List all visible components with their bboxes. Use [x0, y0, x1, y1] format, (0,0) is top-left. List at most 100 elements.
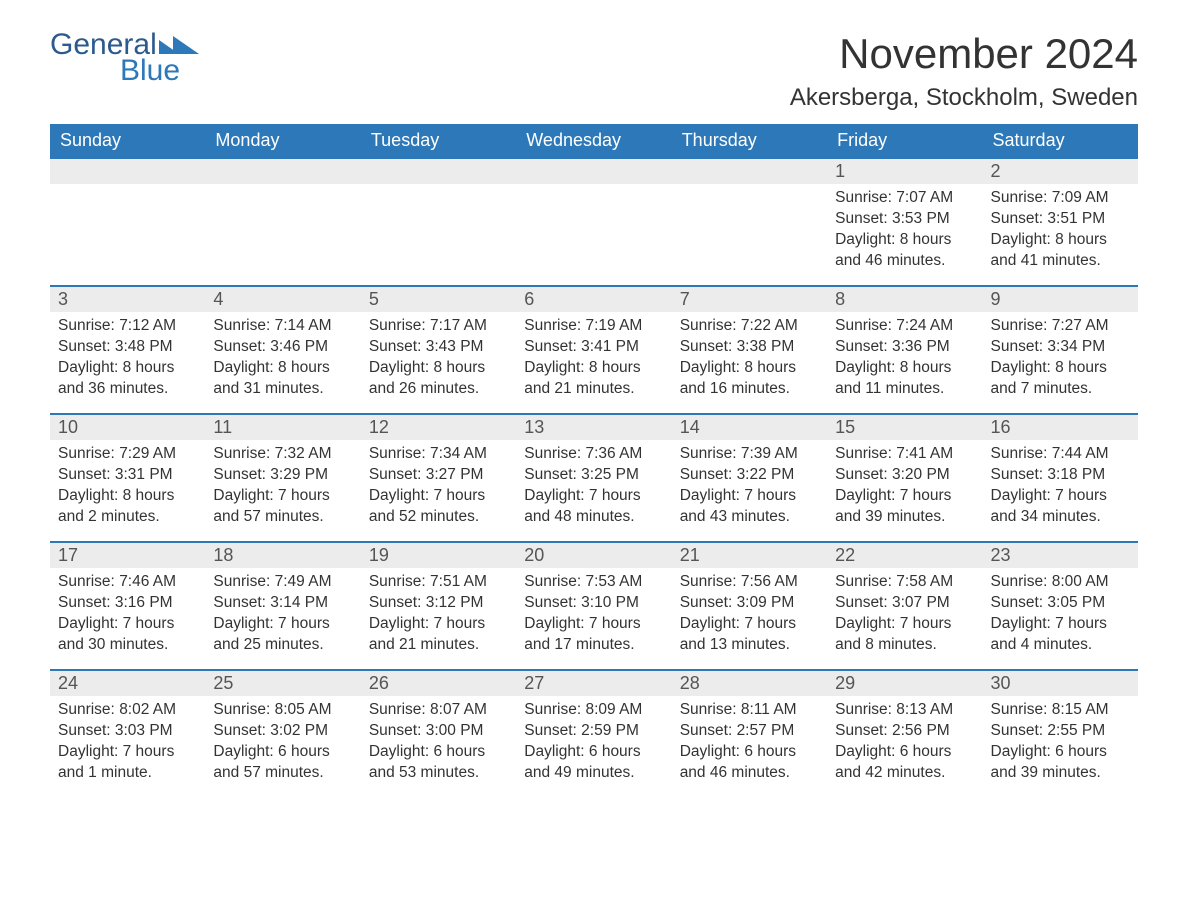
sunrise-line: Sunrise: 8:02 AM: [58, 700, 197, 721]
daylight-line: Daylight: 7 hours and 43 minutes.: [680, 486, 819, 528]
calendar-cell: 10Sunrise: 7:29 AMSunset: 3:31 PMDayligh…: [50, 413, 205, 541]
sunset-label: Sunset:: [369, 594, 422, 611]
sunset-label: Sunset:: [680, 594, 733, 611]
title-block: November 2024 Akersberga, Stockholm, Swe…: [790, 30, 1138, 112]
calendar-cell: 26Sunrise: 8:07 AMSunset: 3:00 PMDayligh…: [361, 669, 516, 797]
sunset-line: Sunset: 3:20 PM: [835, 465, 974, 486]
day-number: 14: [672, 413, 827, 440]
day-details: Sunrise: 7:07 AMSunset: 3:53 PMDaylight:…: [827, 184, 982, 280]
sunset-label: Sunset:: [58, 594, 111, 611]
sunrise-label: Sunrise:: [991, 701, 1048, 718]
sunset-value: 2:56 PM: [892, 722, 950, 739]
sunrise-line: Sunrise: 8:09 AM: [524, 700, 663, 721]
sunrise-line: Sunrise: 7:51 AM: [369, 572, 508, 593]
sunset-label: Sunset:: [835, 338, 888, 355]
sunset-line: Sunset: 2:55 PM: [991, 721, 1130, 742]
sunrise-label: Sunrise:: [213, 701, 270, 718]
sunset-label: Sunset:: [369, 338, 422, 355]
sunset-line: Sunset: 3:38 PM: [680, 337, 819, 358]
sunrise-line: Sunrise: 7:56 AM: [680, 572, 819, 593]
sunrise-label: Sunrise:: [835, 573, 892, 590]
sunrise-label: Sunrise:: [213, 317, 270, 334]
daylight-line: Daylight: 8 hours and 46 minutes.: [835, 230, 974, 272]
daylight-line: Daylight: 8 hours and 31 minutes.: [213, 358, 352, 400]
sunrise-value: 7:46 AM: [119, 573, 176, 590]
daylight-label: Daylight:: [835, 487, 895, 504]
sunset-line: Sunset: 3:07 PM: [835, 593, 974, 614]
day-number: 8: [827, 285, 982, 312]
sunrise-line: Sunrise: 8:07 AM: [369, 700, 508, 721]
sunrise-label: Sunrise:: [524, 701, 581, 718]
sunset-label: Sunset:: [835, 594, 888, 611]
sunset-value: 3:07 PM: [892, 594, 950, 611]
sunrise-value: 8:13 AM: [896, 701, 953, 718]
daylight-line: Daylight: 6 hours and 39 minutes.: [991, 742, 1130, 784]
daylight-label: Daylight:: [369, 359, 429, 376]
daylight-line: Daylight: 6 hours and 42 minutes.: [835, 742, 974, 784]
calendar-cell: 8Sunrise: 7:24 AMSunset: 3:36 PMDaylight…: [827, 285, 982, 413]
day-number: 10: [50, 413, 205, 440]
sunrise-line: Sunrise: 7:27 AM: [991, 316, 1130, 337]
sunset-value: 3:51 PM: [1047, 210, 1105, 227]
sunrise-label: Sunrise:: [524, 317, 581, 334]
weekday-header: Saturday: [983, 124, 1138, 157]
day-number: 28: [672, 669, 827, 696]
sunset-label: Sunset:: [58, 722, 111, 739]
daylight-label: Daylight:: [835, 359, 895, 376]
day-details: Sunrise: 7:51 AMSunset: 3:12 PMDaylight:…: [361, 568, 516, 664]
daylight-line: Daylight: 7 hours and 57 minutes.: [213, 486, 352, 528]
calendar-table: SundayMondayTuesdayWednesdayThursdayFrid…: [50, 124, 1138, 797]
sunset-value: 3:00 PM: [426, 722, 484, 739]
sunrise-line: Sunrise: 7:22 AM: [680, 316, 819, 337]
daylight-label: Daylight:: [680, 487, 740, 504]
calendar-cell: 23Sunrise: 8:00 AMSunset: 3:05 PMDayligh…: [983, 541, 1138, 669]
day-number: 20: [516, 541, 671, 568]
sunset-label: Sunset:: [680, 722, 733, 739]
sunrise-value: 7:27 AM: [1052, 317, 1109, 334]
sunrise-line: Sunrise: 7:39 AM: [680, 444, 819, 465]
daylight-line: Daylight: 8 hours and 2 minutes.: [58, 486, 197, 528]
calendar-week-row: 24Sunrise: 8:02 AMSunset: 3:03 PMDayligh…: [50, 669, 1138, 797]
weekday-header: Thursday: [672, 124, 827, 157]
daylight-label: Daylight:: [369, 743, 429, 760]
day-details: Sunrise: 7:46 AMSunset: 3:16 PMDaylight:…: [50, 568, 205, 664]
sunrise-value: 7:34 AM: [430, 445, 487, 462]
sunrise-label: Sunrise:: [680, 317, 737, 334]
sunrise-value: 7:09 AM: [1052, 189, 1109, 206]
sunset-line: Sunset: 3:41 PM: [524, 337, 663, 358]
daylight-line: Daylight: 7 hours and 30 minutes.: [58, 614, 197, 656]
weekday-header: Wednesday: [516, 124, 671, 157]
sunrise-value: 7:22 AM: [741, 317, 798, 334]
calendar-cell: 13Sunrise: 7:36 AMSunset: 3:25 PMDayligh…: [516, 413, 671, 541]
day-details: Sunrise: 8:15 AMSunset: 2:55 PMDaylight:…: [983, 696, 1138, 792]
sunrise-line: Sunrise: 7:24 AM: [835, 316, 974, 337]
daylight-label: Daylight:: [524, 487, 584, 504]
sunrise-line: Sunrise: 7:32 AM: [213, 444, 352, 465]
daylight-line: Daylight: 7 hours and 1 minute.: [58, 742, 197, 784]
sunrise-line: Sunrise: 7:19 AM: [524, 316, 663, 337]
location-text: Akersberga, Stockholm, Sweden: [790, 84, 1138, 112]
sunset-value: 2:55 PM: [1047, 722, 1105, 739]
day-number: 21: [672, 541, 827, 568]
sunrise-value: 7:14 AM: [275, 317, 332, 334]
sunset-label: Sunset:: [524, 466, 577, 483]
calendar-week-row: 1Sunrise: 7:07 AMSunset: 3:53 PMDaylight…: [50, 157, 1138, 285]
sunrise-value: 7:07 AM: [896, 189, 953, 206]
sunrise-label: Sunrise:: [680, 701, 737, 718]
daylight-line: Daylight: 6 hours and 46 minutes.: [680, 742, 819, 784]
sunrise-label: Sunrise:: [524, 573, 581, 590]
calendar-cell: [361, 157, 516, 285]
sunrise-label: Sunrise:: [835, 701, 892, 718]
daylight-label: Daylight:: [680, 359, 740, 376]
sunset-label: Sunset:: [58, 338, 111, 355]
calendar-cell: 14Sunrise: 7:39 AMSunset: 3:22 PMDayligh…: [672, 413, 827, 541]
calendar-cell: 24Sunrise: 8:02 AMSunset: 3:03 PMDayligh…: [50, 669, 205, 797]
daylight-line: Daylight: 7 hours and 34 minutes.: [991, 486, 1130, 528]
sunset-value: 3:27 PM: [426, 466, 484, 483]
weekday-header: Sunday: [50, 124, 205, 157]
daylight-label: Daylight:: [680, 615, 740, 632]
day-details: Sunrise: 7:27 AMSunset: 3:34 PMDaylight:…: [983, 312, 1138, 408]
sunrise-value: 7:29 AM: [119, 445, 176, 462]
calendar-cell: 2Sunrise: 7:09 AMSunset: 3:51 PMDaylight…: [983, 157, 1138, 285]
sunset-line: Sunset: 3:53 PM: [835, 209, 974, 230]
